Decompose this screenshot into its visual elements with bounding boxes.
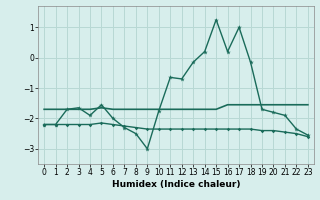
X-axis label: Humidex (Indice chaleur): Humidex (Indice chaleur) [112,180,240,189]
